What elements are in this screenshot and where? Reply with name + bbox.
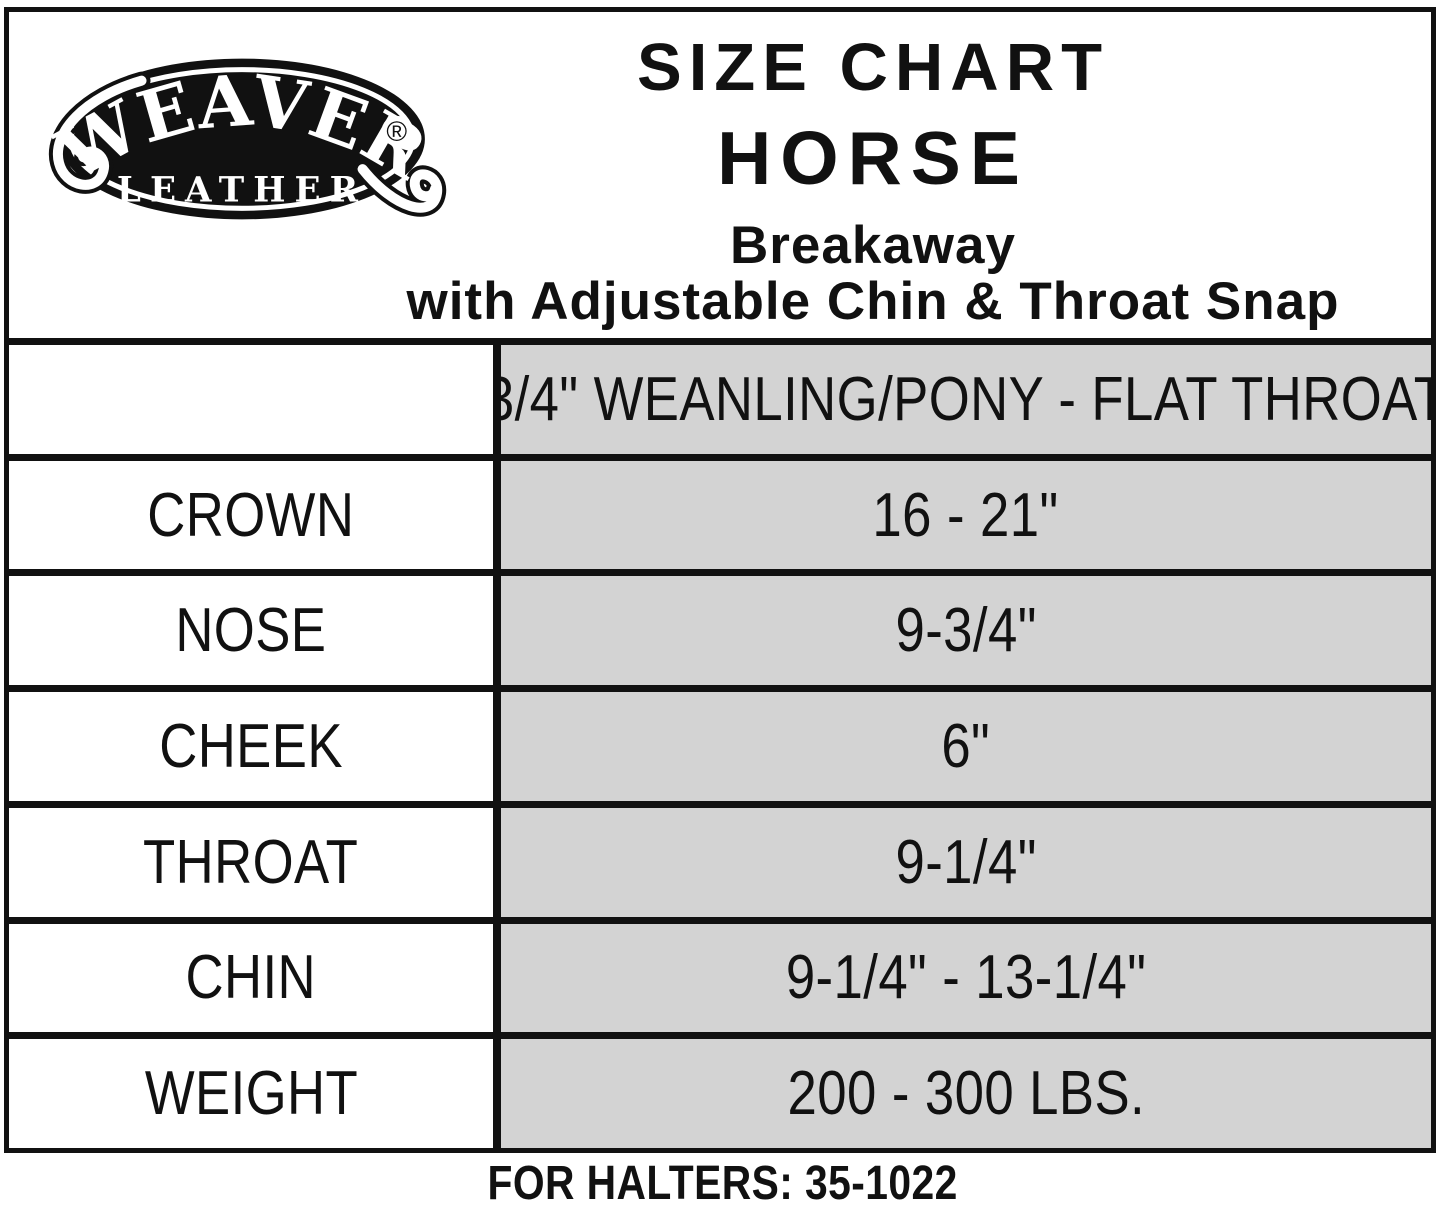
row-value-weight: 200 - 300 LBS. (501, 1032, 1431, 1148)
logo-oval (59, 58, 425, 220)
footer-note: FOR HALTERS: 35-1022 (0, 1156, 1445, 1210)
row-label-crown: CROWN (9, 453, 501, 570)
size-column-header: 3/4" WEANLING/PONY - FLAT THROAT (501, 338, 1431, 454)
product-feature-subtitle: with Adjustable Chin & Throat Snap (406, 272, 1340, 331)
logo-right-swash (353, 160, 447, 217)
corner-cell (9, 338, 501, 454)
row-value-crown: 16 - 21" (501, 453, 1431, 570)
product-style-subtitle: Breakaway (730, 216, 1016, 275)
size-table: 3/4" WEANLING/PONY - FLAT THROAT CROWN 1… (9, 338, 1431, 1148)
registered-mark: ® (386, 116, 407, 147)
row-value-throat: 9-1/4" (501, 800, 1431, 917)
row-label-weight: WEIGHT (9, 1032, 501, 1148)
row-value-chin: 9-1/4" - 13-1/4" (501, 916, 1431, 1033)
logo-left-swash (48, 71, 151, 194)
row-label-cheek: CHEEK (9, 685, 501, 801)
size-column-header-text: 3/4" WEANLING/PONY - FLAT THROAT (501, 364, 1431, 434)
row-label-chin: CHIN (9, 916, 501, 1033)
row-label-throat: THROAT (9, 800, 501, 917)
page-title: SIZE CHART (637, 30, 1109, 105)
registered-mark-backing (381, 115, 412, 146)
row-label-nose: NOSE (9, 569, 501, 686)
title-block: SIZE CHART HORSE Breakaway with Adjustab… (319, 24, 1427, 330)
row-value-cheek: 6" (501, 685, 1431, 801)
weaver-leather-logo: WEAVER LEATHER ® (45, 58, 447, 220)
header-section: WEAVER LEATHER ® SIZE CHART HORSE Breaka… (9, 12, 1431, 338)
footer-halter-number: FOR HALTERS: 35-1022 (487, 1157, 958, 1210)
animal-title: HORSE (717, 116, 1029, 200)
chart-border-box: WEAVER LEATHER ® SIZE CHART HORSE Breaka… (4, 7, 1436, 1153)
row-value-nose: 9-3/4" (501, 569, 1431, 686)
logo-oval-inner-ring (68, 67, 416, 211)
logo-word-leather: LEATHER (117, 170, 367, 210)
